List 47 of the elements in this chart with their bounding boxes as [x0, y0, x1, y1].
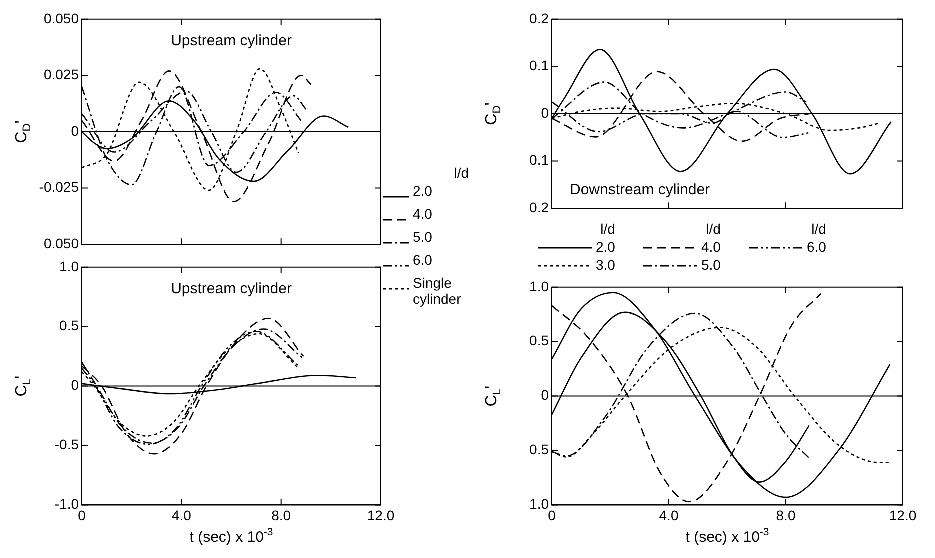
y-tick-label: 0.025	[44, 66, 80, 83]
legend-label: 3.0	[596, 257, 616, 273]
y-tick-label: 0	[541, 387, 550, 404]
y-tick-label: -0.025	[39, 179, 80, 196]
text: Upstream cylinder	[171, 280, 292, 298]
legend-label: 4.0	[413, 206, 434, 222]
y-tick-label: 0.1	[530, 152, 550, 168]
y-tick-label: 0.050	[44, 235, 80, 252]
y-tick-label: 0.2	[530, 199, 550, 216]
y-tick-label: 1.0	[530, 278, 550, 294]
y-tick-label: -0.5	[54, 436, 80, 453]
legend-label: 2.0	[596, 239, 616, 255]
x-tick-label: 12.0	[889, 507, 917, 524]
y-tick-label: 0	[71, 122, 80, 139]
x-tick-label: 4.0	[172, 507, 192, 524]
y-tick-label: 1.0	[60, 258, 80, 274]
text: l/d	[706, 221, 721, 237]
y-tick-label: -1.0	[54, 496, 80, 512]
text: Downstream cylinder	[570, 182, 710, 199]
y-axis-title: CD'	[13, 120, 34, 144]
y-tick-label: 0.5	[530, 332, 550, 349]
text: l/d	[812, 221, 826, 237]
legend-label: 2.0	[413, 183, 434, 199]
legend-label: 6.0	[806, 239, 826, 255]
y-tick-label: 0.050	[44, 10, 80, 26]
y-tick-label: 0.2	[530, 10, 550, 26]
legend-label: 4.0	[701, 239, 721, 255]
y-tick-label: 0	[541, 104, 550, 121]
legend-label: 5.0	[413, 229, 434, 245]
y-axis-title: CD'	[483, 102, 504, 126]
legend-label: 5.0	[701, 257, 721, 273]
legend-title: l/d	[600, 220, 616, 238]
y-tick-label: 0.5	[60, 318, 80, 334]
x-tick-label: 4.0	[659, 507, 679, 524]
x-tick-label: 12.0	[367, 507, 395, 524]
y-tick-label: 1.0	[530, 496, 550, 512]
x-tick-label: 8.0	[776, 507, 796, 524]
y-tick-label: 0.5	[530, 442, 550, 458]
x-tick-label: 8.0	[272, 507, 292, 524]
y-tick-label: 0.1	[530, 58, 550, 74]
y-tick-label: 0	[71, 377, 80, 394]
y-axis-title: CL'	[13, 376, 34, 397]
legend-label: Single cylinder	[413, 275, 462, 307]
y-axis-title: CL'	[483, 386, 504, 407]
legend-label: 6.0	[413, 252, 434, 268]
text: Upstream cylinder	[171, 32, 292, 50]
legend-title: l/d	[453, 164, 470, 183]
